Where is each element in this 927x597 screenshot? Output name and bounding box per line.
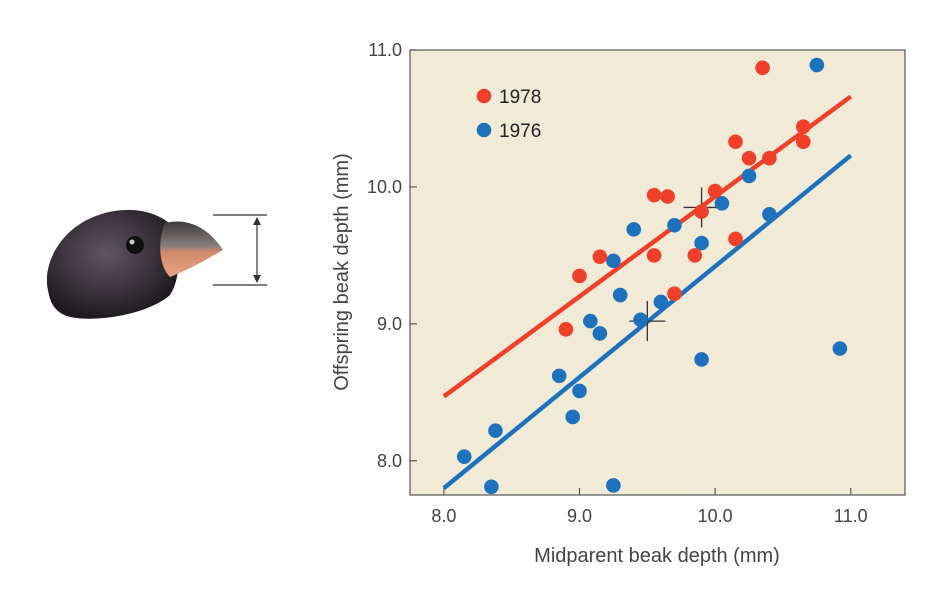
data-point-1976-21 xyxy=(832,341,848,356)
legend-label-1978: 1978 xyxy=(499,87,541,108)
data-point-1976-19 xyxy=(762,207,777,222)
legend: 1978 1976 xyxy=(476,87,541,142)
x-axis-ticks: 8.0 9.0 10.0 11.0 xyxy=(431,488,868,526)
x-tick-label-3: 11.0 xyxy=(834,506,868,526)
data-point-1976-20 xyxy=(809,57,825,73)
finch-beak-shape xyxy=(160,221,223,277)
data-point-1976-13 xyxy=(653,294,669,310)
y-tick-label-3: 11.0 xyxy=(368,40,402,60)
data-point-1976-12 xyxy=(633,312,648,328)
data-point-1978-1 xyxy=(572,268,587,284)
legend-swatch-1976 xyxy=(476,122,492,138)
y-tick-label-2: 10.0 xyxy=(367,177,402,197)
finch-eye-highlight xyxy=(129,239,135,245)
data-point-1976-5 xyxy=(572,383,587,399)
legend-label-1976: 1976 xyxy=(499,121,541,142)
data-point-1978-16 xyxy=(795,134,811,150)
data-point-1976-0 xyxy=(456,449,472,464)
data-point-1976-8 xyxy=(606,253,621,269)
data-point-1976-7 xyxy=(592,326,608,341)
finch-head-drawing xyxy=(46,209,267,319)
data-points xyxy=(456,57,848,495)
beak-depth-arrow-head-down xyxy=(253,275,261,283)
data-point-1978-2 xyxy=(592,249,608,265)
data-point-1976-17 xyxy=(714,196,730,211)
data-point-1978-15 xyxy=(795,119,811,134)
data-point-1978-13 xyxy=(755,60,770,76)
y-axis-ticks: 8.0 9.0 10.0 11.0 xyxy=(367,40,417,471)
data-point-1978-11 xyxy=(728,134,743,150)
finch-head-illustration xyxy=(30,195,280,335)
y-tick-label-1: 9.0 xyxy=(377,314,402,334)
x-tick-label-1: 9.0 xyxy=(567,506,592,526)
data-point-1976-6 xyxy=(583,313,598,329)
data-point-1978-9 xyxy=(707,183,723,199)
y-axis-label: Offspring beak depth (mm) xyxy=(331,153,353,391)
plot-area xyxy=(410,50,905,495)
plot-frame xyxy=(409,49,906,496)
data-point-1978-7 xyxy=(687,248,703,263)
data-point-1976-11 xyxy=(626,222,642,237)
data-point-1976-3 xyxy=(551,368,567,384)
finch-head-shape xyxy=(46,209,180,319)
x-tick-label-2: 10.0 xyxy=(698,506,733,526)
data-point-1978-12 xyxy=(741,150,757,166)
data-point-1976-4 xyxy=(565,409,581,425)
data-point-1978-5 xyxy=(646,248,662,263)
legend-swatch-1978 xyxy=(476,88,492,104)
data-point-1976-2 xyxy=(488,423,503,438)
data-point-1976-9 xyxy=(606,478,621,493)
beak-depth-arrow-head-up xyxy=(253,217,261,225)
data-point-1978-4 xyxy=(660,189,675,204)
data-point-1978-3 xyxy=(646,187,662,203)
fit-line-1978 xyxy=(442,94,853,399)
data-point-1978-10 xyxy=(728,231,743,247)
data-point-1978-6 xyxy=(667,286,682,302)
x-tick-label-0: 8.0 xyxy=(431,506,456,526)
data-point-1976-15 xyxy=(694,235,709,251)
data-point-1978-0 xyxy=(558,322,574,337)
data-point-1976-16 xyxy=(694,352,709,367)
data-point-1976-10 xyxy=(612,287,628,303)
data-point-1978-14 xyxy=(762,150,777,166)
y-tick-label-0: 8.0 xyxy=(377,451,402,471)
x-axis-label: Midparent beak depth (mm) xyxy=(534,545,780,567)
data-point-1978-8 xyxy=(694,204,709,219)
data-point-1976-14 xyxy=(667,217,682,233)
data-point-1976-18 xyxy=(741,168,757,184)
data-point-1976-1 xyxy=(484,479,499,495)
